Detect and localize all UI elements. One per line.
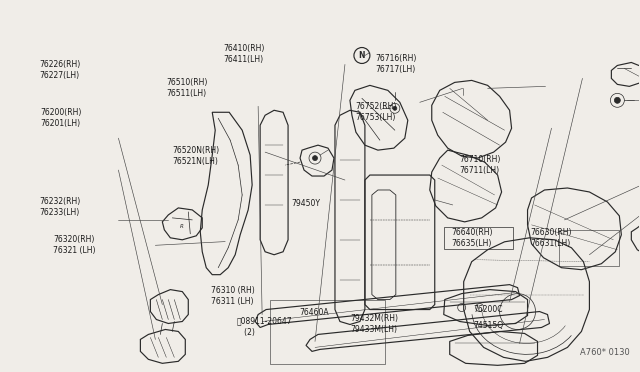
Text: 76710(RH)
76711(LH): 76710(RH) 76711(LH): [460, 155, 500, 175]
Text: 76232(RH)
76233(LH): 76232(RH) 76233(LH): [39, 197, 80, 217]
Text: 74515Q: 74515Q: [473, 321, 504, 330]
Text: 76716(RH)
76717(LH): 76716(RH) 76717(LH): [375, 54, 416, 74]
Text: 76200C: 76200C: [473, 305, 503, 314]
Text: 76510(RH)
76511(LH): 76510(RH) 76511(LH): [167, 78, 208, 98]
Text: 76320(RH)
76321 (LH): 76320(RH) 76321 (LH): [53, 235, 95, 255]
Text: 76640(RH)
76635(LH): 76640(RH) 76635(LH): [452, 228, 493, 248]
Circle shape: [614, 97, 620, 103]
Circle shape: [393, 106, 397, 110]
Text: N: N: [358, 51, 365, 60]
Text: R: R: [179, 224, 183, 230]
Circle shape: [312, 155, 317, 161]
Text: 76752(RH)
76753(LH): 76752(RH) 76753(LH): [355, 102, 397, 122]
Text: 76410(RH)
76411(LH): 76410(RH) 76411(LH): [223, 44, 264, 64]
Text: 76200(RH)
76201(LH): 76200(RH) 76201(LH): [40, 108, 82, 128]
Text: 76226(RH)
76227(LH): 76226(RH) 76227(LH): [39, 60, 80, 80]
Text: 76460A: 76460A: [300, 308, 329, 317]
Text: 79450Y: 79450Y: [291, 199, 320, 208]
Text: 76310 (RH)
76311 (LH): 76310 (RH) 76311 (LH): [211, 286, 255, 306]
Text: ⓝ08911-20647
   (2): ⓝ08911-20647 (2): [237, 317, 292, 337]
Text: 79432M(RH)
79433M(LH): 79432M(RH) 79433M(LH): [351, 314, 399, 334]
Text: A760* 0130: A760* 0130: [580, 348, 629, 357]
Text: 76630(RH)
76631(LH): 76630(RH) 76631(LH): [531, 228, 572, 248]
Text: 76520N(RH)
76521N(LH): 76520N(RH) 76521N(LH): [172, 145, 219, 166]
